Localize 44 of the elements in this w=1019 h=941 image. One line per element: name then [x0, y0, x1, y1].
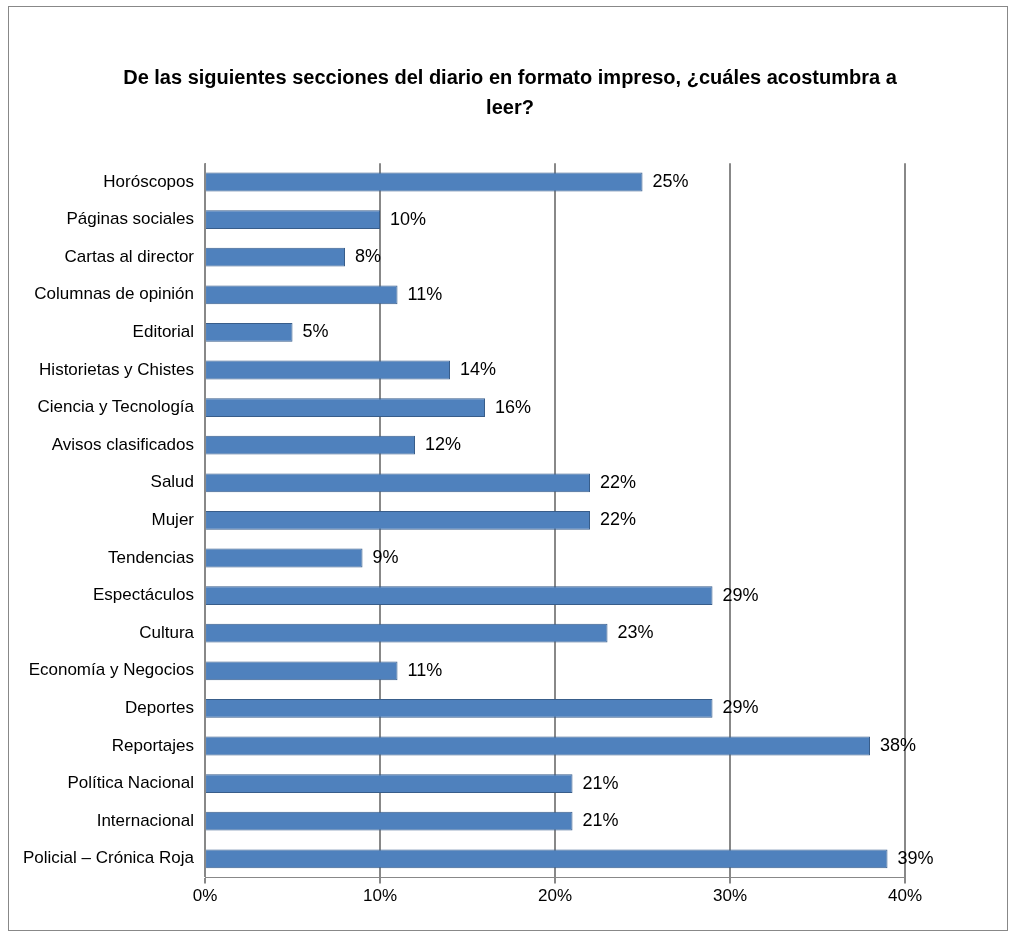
data-label: 5% — [302, 321, 329, 342]
data-label: 10% — [390, 208, 427, 229]
y-tick-label: Internacional — [96, 810, 195, 830]
data-label: 14% — [460, 358, 497, 379]
y-tick-label: Páginas sociales — [66, 209, 195, 229]
y-tick-label: Columnas de opinión — [34, 284, 195, 304]
y-tick-label: Deportes — [125, 698, 195, 718]
chart-title: De las siguientes secciones del diario en formato impreso, ¿cuáles acostumbra a leer? — [122, 65, 898, 120]
data-label: 39% — [897, 847, 934, 868]
data-label: 23% — [617, 622, 654, 643]
y-tick-label: Ciencia y Tecnología — [37, 397, 195, 417]
data-label: 29% — [722, 584, 759, 605]
y-tick-label: Tendencias — [108, 547, 195, 567]
data-label: 16% — [495, 396, 532, 417]
y-tick-label: Economía y Negocios — [28, 660, 195, 680]
data-label: 12% — [425, 434, 462, 455]
y-tick-label: Mujer — [151, 510, 195, 530]
y-tick-label: Salud — [150, 472, 195, 492]
y-tick-label: Horóscopos — [103, 171, 195, 191]
y-tick-label: Avisos clasificados — [51, 434, 195, 454]
data-label: 21% — [582, 772, 619, 793]
x-tick-label: 40% — [887, 886, 923, 906]
data-label: 22% — [600, 509, 637, 530]
y-tick-label: Reportajes — [111, 735, 195, 755]
data-label: 11% — [407, 659, 443, 680]
y-tick-label: Política Nacional — [67, 773, 195, 793]
x-tick-label: 0% — [192, 886, 218, 906]
y-tick-label: Historietas y Chistes — [39, 359, 195, 379]
x-tick-label: 30% — [712, 886, 748, 906]
data-label: 11% — [407, 283, 443, 304]
data-label: 29% — [722, 697, 759, 718]
x-tick-label: 10% — [363, 886, 398, 906]
data-label: 22% — [600, 471, 637, 492]
data-label: 38% — [880, 734, 917, 755]
data-label: 9% — [372, 546, 399, 567]
data-label: 8% — [355, 246, 382, 267]
y-tick-label: Espectáculos — [92, 585, 195, 605]
y-tick-label: Editorial — [132, 322, 195, 342]
y-tick-label: Cartas al director — [64, 246, 195, 266]
x-tick-label: 20% — [537, 886, 573, 906]
y-tick-label: Cultura — [139, 622, 195, 642]
y-tick-label: Policial – Crónica Roja — [22, 848, 195, 868]
data-label: 21% — [582, 810, 619, 831]
data-label: 25% — [652, 170, 689, 191]
